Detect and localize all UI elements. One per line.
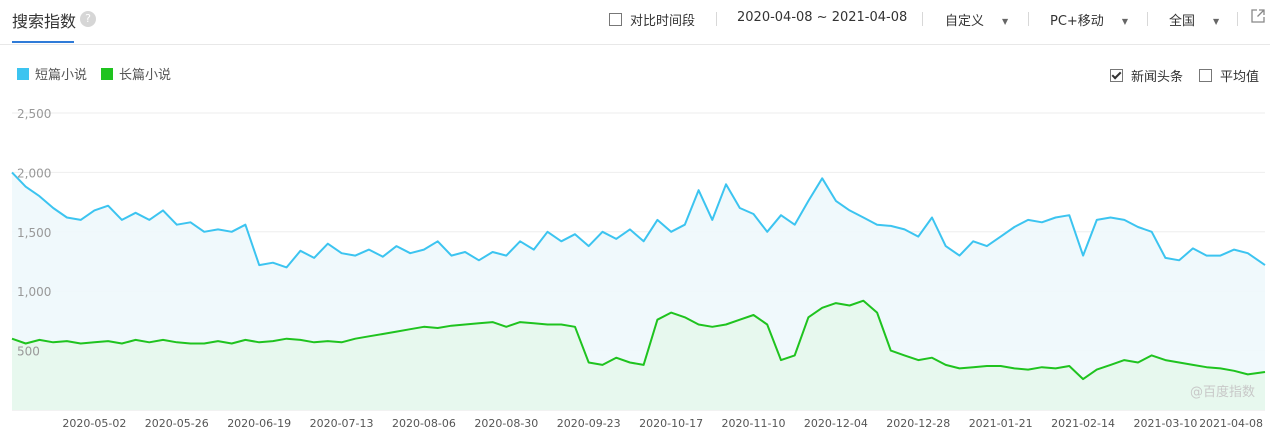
x-tick-label: 2020-08-30 xyxy=(474,417,538,430)
series-line-2 xyxy=(11,299,1266,381)
legend-label: 短篇小说 xyxy=(35,68,88,83)
average-label: 平均值 xyxy=(1220,70,1260,85)
chart-lines xyxy=(11,171,1266,381)
device-select[interactable]: PC+移动 ▼ xyxy=(1050,10,1128,29)
x-axis: 2020-05-02 2020-05-26 2020-06-19 2020-07-13… xyxy=(62,417,1263,430)
x-tick-label: 2020-12-04 xyxy=(804,417,868,430)
x-tick-label: 2021-03-10 xyxy=(1133,417,1197,430)
x-tick-label: 2020-11-10 xyxy=(722,417,786,430)
x-tick-label: 2020-06-19 xyxy=(227,417,291,430)
average-checkbox-icon[interactable] xyxy=(1199,69,1212,82)
series-area-2 xyxy=(12,300,1265,410)
y-tick-label: 1,500 xyxy=(17,226,51,240)
chevron-down-icon: ▼ xyxy=(1213,17,1220,26)
period-select-value: 自定义 xyxy=(945,14,985,29)
x-tick-label: 2020-07-13 xyxy=(310,417,374,430)
x-tick-label: 2020-05-02 xyxy=(62,417,126,430)
x-tick-label: 2021-04-08 xyxy=(1199,417,1263,430)
chevron-down-icon: ▼ xyxy=(1002,17,1009,26)
y-tick-label: 1,000 xyxy=(17,285,51,299)
page-title: 搜索指数 xyxy=(12,12,77,31)
y-tick-label: 500 xyxy=(17,345,40,359)
device-select-value: PC+移动 xyxy=(1050,14,1104,29)
x-tick-label: 2021-01-21 xyxy=(969,417,1033,430)
region-select-value: 全国 xyxy=(1169,14,1196,29)
series-line-1 xyxy=(11,171,1266,269)
active-tab-indicator xyxy=(12,41,74,43)
period-select[interactable]: 自定义 ▼ xyxy=(945,10,1008,29)
legend-label: 长篇小说 xyxy=(119,68,172,83)
divider xyxy=(922,12,923,26)
news-label: 新闻头条 xyxy=(1131,70,1184,85)
compare-label: 对比时间段 xyxy=(630,14,696,29)
x-tick-label: 2020-10-17 xyxy=(639,417,703,430)
x-tick-label: 2020-12-28 xyxy=(886,417,950,430)
legend-swatch xyxy=(101,68,113,80)
divider xyxy=(1147,12,1148,26)
x-tick-label: 2021-02-14 xyxy=(1051,417,1115,430)
x-tick-label: 2020-05-26 xyxy=(145,417,209,430)
y-tick-label: 2,500 xyxy=(17,107,51,121)
legend-item-series1[interactable]: 短篇小说 xyxy=(17,64,87,83)
news-checkbox-icon[interactable] xyxy=(1110,69,1123,82)
compare-checkbox-icon[interactable] xyxy=(609,13,622,26)
x-tick-label: 2020-08-06 xyxy=(392,417,456,430)
date-range-picker[interactable]: 2020-04-08 ~ 2021-04-08 xyxy=(737,10,908,25)
legend-item-series2[interactable]: 长篇小说 xyxy=(101,64,171,83)
news-toggle[interactable]: 新闻头条 xyxy=(1110,66,1183,85)
help-icon[interactable]: ? xyxy=(80,11,96,27)
chart-areas xyxy=(12,172,1265,410)
y-axis: 2,500 2,000 1,500 1,000 500 xyxy=(17,107,51,359)
y-tick-label: 2,000 xyxy=(17,166,51,180)
divider xyxy=(1237,12,1238,26)
divider xyxy=(1028,12,1029,26)
chevron-down-icon: ▼ xyxy=(1121,17,1128,26)
legend-swatch xyxy=(17,68,29,80)
watermark: @百度指数 xyxy=(1190,384,1255,400)
header-bar: 搜索指数 ? 对比时间段 2020-04-08 ~ 2021-04-08 自定义… xyxy=(0,0,1270,45)
x-tick-label: 2020-09-23 xyxy=(557,417,621,430)
compare-toggle[interactable]: 对比时间段 xyxy=(609,10,695,29)
average-toggle[interactable]: 平均值 xyxy=(1199,66,1259,85)
external-link-icon[interactable] xyxy=(1251,9,1265,23)
region-select[interactable]: 全国 ▼ xyxy=(1169,10,1219,29)
divider xyxy=(716,12,717,26)
